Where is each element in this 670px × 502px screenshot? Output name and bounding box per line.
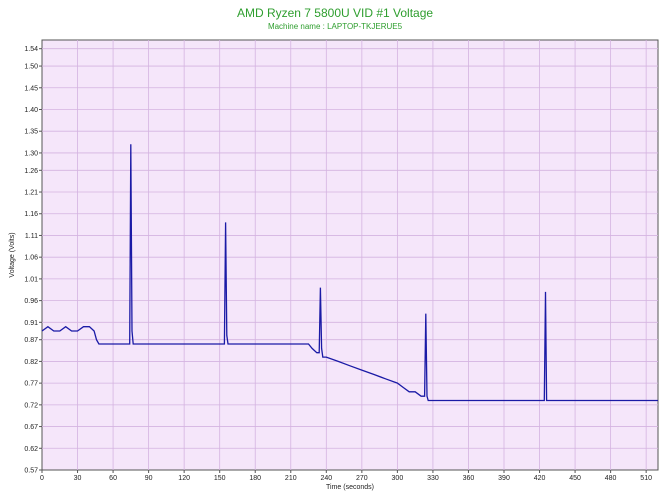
y-tick-label: 0.57 — [24, 468, 38, 475]
y-tick-label: 1.16 — [24, 211, 38, 218]
y-tick-label: 0.82 — [24, 359, 38, 366]
y-tick-label: 1.40 — [24, 107, 38, 114]
y-tick-label: 1.01 — [24, 276, 38, 283]
x-tick-label: 90 — [145, 475, 153, 482]
chart-subtitle: Machine name : LAPTOP-TKJERUE5 — [267, 22, 403, 31]
x-tick-label: 240 — [320, 475, 332, 482]
y-tick-label: 0.87 — [24, 337, 38, 344]
chart-title: AMD Ryzen 7 5800U VID #1 Voltage — [236, 6, 434, 20]
x-tick-label: 360 — [463, 475, 475, 482]
x-tick-label: 120 — [178, 475, 190, 482]
y-tick-label: 1.21 — [24, 190, 38, 197]
x-tick-label: 210 — [285, 475, 297, 482]
y-tick-label: 0.62 — [24, 446, 38, 453]
y-tick-label: 0.96 — [24, 298, 38, 305]
y-tick-label: 0.72 — [24, 402, 38, 409]
y-tick-label: 1.11 — [25, 233, 38, 240]
y-tick-label: 1.30 — [24, 150, 38, 157]
x-tick-label: 450 — [569, 475, 581, 482]
y-tick-label: 1.45 — [24, 85, 38, 92]
y-tick-label: 1.26 — [24, 168, 38, 175]
x-tick-label: 270 — [356, 475, 368, 482]
y-tick-label: 1.06 — [24, 255, 38, 262]
y-tick-label: 1.35 — [24, 129, 38, 136]
y-tick-label: 0.77 — [24, 381, 38, 388]
x-tick-label: 420 — [534, 475, 546, 482]
y-tick-label: 1.54 — [24, 46, 38, 53]
y-tick-label: 0.91 — [24, 320, 38, 327]
plot-area — [41, 39, 659, 471]
x-tick-label: 180 — [249, 475, 261, 482]
x-tick-label: 0 — [40, 475, 44, 482]
y-tick-label: 1.50 — [24, 64, 38, 71]
series-line-voltage — [41, 144, 658, 402]
x-tick-label: 510 — [640, 475, 652, 482]
x-tick-label: 390 — [498, 475, 510, 482]
x-tick-label: 330 — [427, 475, 439, 482]
x-tick-label: 60 — [109, 475, 117, 482]
y-tick-label: 0.67 — [24, 424, 38, 431]
x-tick-label: 150 — [214, 475, 226, 482]
x-tick-label: 30 — [74, 475, 82, 482]
x-tick-label: 480 — [605, 475, 617, 482]
axis-ticks: 0 30 60 90 120 150 180 210 240 270 300 330 360 390 420… — [24, 46, 652, 482]
grid-lines — [42, 40, 658, 470]
x-axis-label: Time (seconds) — [326, 484, 374, 491]
x-tick-label: 300 — [392, 475, 404, 482]
y-axis-label: Voltage (Volts) — [9, 232, 16, 277]
